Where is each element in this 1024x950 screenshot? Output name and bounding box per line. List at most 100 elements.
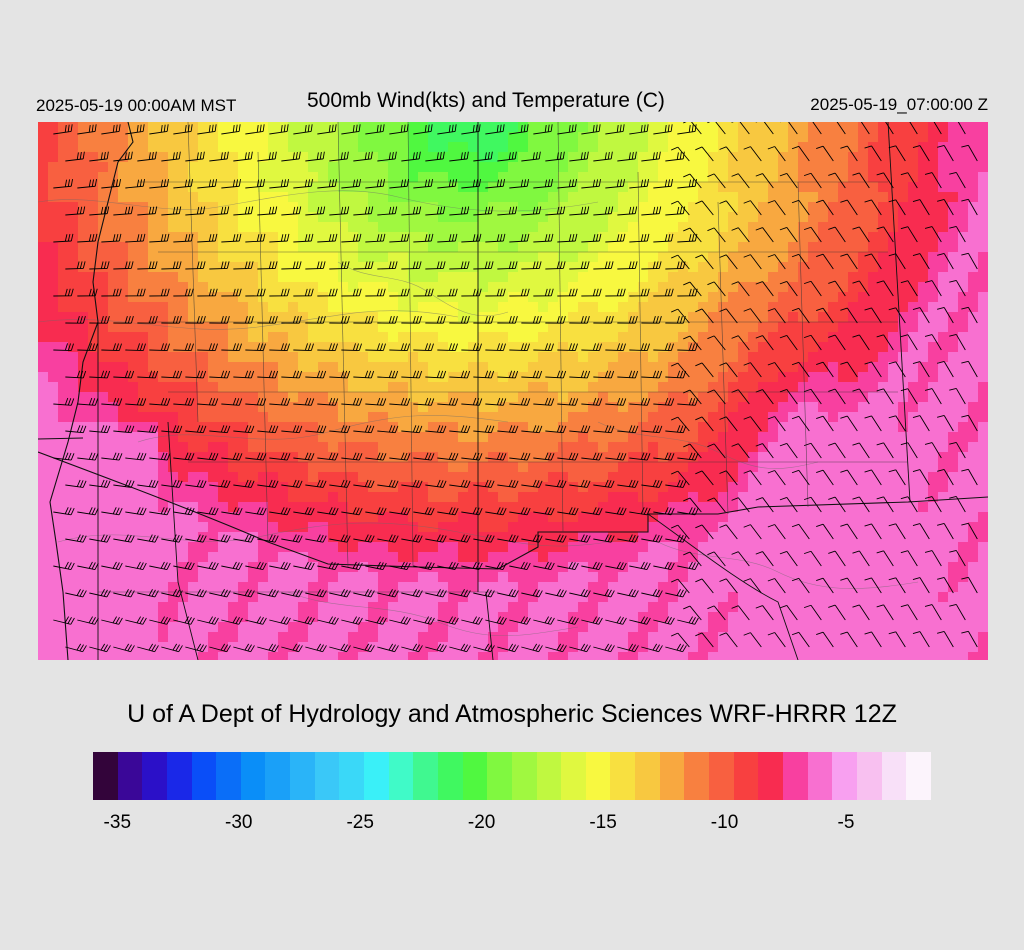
wind-barb [101, 343, 122, 351]
wind-barb [89, 151, 109, 162]
wind-barb [257, 425, 279, 434]
wind-barb [101, 397, 123, 406]
wind-barb [521, 479, 543, 488]
wind-barb [293, 233, 314, 243]
colorbar-swatch [364, 752, 389, 800]
wind-barb [329, 643, 351, 653]
wind-barb [257, 534, 279, 543]
wind-barb [437, 507, 459, 516]
wind-barb [677, 179, 698, 189]
wind-barb [641, 425, 663, 434]
colorbar-swatch [216, 752, 241, 800]
wind-barb [473, 479, 495, 488]
wind-barb [65, 151, 85, 162]
wind-barb [641, 370, 663, 379]
wind-barb [113, 315, 134, 324]
wind-barb [401, 151, 421, 162]
wind-barb [137, 151, 157, 162]
wind-barb [77, 233, 98, 243]
wind-barb [961, 306, 978, 324]
wind-barb [743, 578, 762, 594]
wind-barb [629, 124, 649, 135]
wind-barb [173, 343, 194, 351]
wind-barb [653, 507, 675, 516]
wind-barb [557, 561, 579, 571]
wind-barb [353, 589, 375, 598]
wind-barb [707, 605, 726, 621]
wind-barb [413, 397, 435, 406]
wind-barb [197, 507, 219, 516]
wind-barb [779, 280, 798, 297]
wind-barb [900, 604, 918, 621]
wind-barb [113, 534, 135, 543]
wind-barb [209, 589, 231, 598]
wind-barb [665, 206, 686, 216]
wind-barb [816, 469, 834, 486]
wind-barb [317, 452, 339, 461]
wind-barb [245, 343, 266, 351]
wind-barb [245, 397, 267, 406]
wind-barb [671, 200, 690, 216]
wind-barb [924, 226, 942, 243]
wind-barb [864, 253, 882, 270]
wind-barb [461, 561, 483, 571]
wind-barb [743, 254, 762, 270]
wind-barb [65, 643, 87, 653]
wind-barb [593, 261, 614, 270]
wind-barb [269, 343, 290, 351]
colorbar-swatch [536, 752, 562, 800]
wind-barb [779, 226, 798, 243]
wind-barb [900, 334, 918, 351]
wind-barb [449, 479, 471, 488]
wind-barb [269, 179, 290, 189]
wind-barb [912, 523, 930, 540]
colorbar-swatch [733, 752, 759, 800]
wind-barb [707, 122, 726, 135]
wind-barb [924, 334, 942, 351]
wind-barb [245, 507, 267, 516]
colorbar-tick-label: -15 [589, 812, 617, 833]
wind-barb [485, 124, 505, 135]
wind-barb [949, 225, 966, 243]
wind-barb [864, 523, 882, 540]
wind-barb [719, 362, 738, 378]
wind-barb [653, 124, 673, 135]
wind-barb [961, 414, 978, 432]
wind-barb [937, 631, 954, 648]
wind-barb [245, 561, 267, 571]
colorbar-swatch [339, 752, 365, 800]
wind-barb [731, 443, 750, 459]
colorbar-swatch [758, 752, 783, 800]
wind-barb [852, 334, 870, 351]
wind-barb [221, 179, 242, 189]
wind-barb [912, 145, 930, 162]
wind-barb [365, 179, 386, 189]
wind-barb [900, 388, 918, 405]
wind-barb [883, 122, 894, 135]
wind-barb [937, 469, 954, 486]
wind-barb [293, 179, 314, 189]
wind-barb [425, 425, 447, 434]
wind-barb [281, 151, 301, 162]
wind-barb [767, 308, 786, 324]
wind-barb [485, 288, 506, 297]
wind-barb [257, 370, 279, 379]
wind-barb [377, 589, 399, 598]
wind-barb [695, 578, 714, 594]
wind-barb [937, 145, 954, 162]
wind-barb [719, 200, 738, 216]
wind-barb [161, 534, 183, 543]
wind-barb [695, 254, 714, 270]
wind-barb [365, 507, 387, 516]
wind-barb [509, 288, 530, 297]
colorbar-swatch [240, 752, 266, 800]
wind-barb [461, 124, 481, 135]
wind-barb [473, 370, 495, 379]
wind-barb [101, 452, 123, 461]
wind-barb [677, 124, 697, 135]
wind-barb [912, 361, 930, 378]
wind-barb [581, 179, 602, 189]
wind-barb [173, 616, 195, 625]
wind-barb [533, 288, 554, 297]
wind-barb [617, 370, 639, 379]
